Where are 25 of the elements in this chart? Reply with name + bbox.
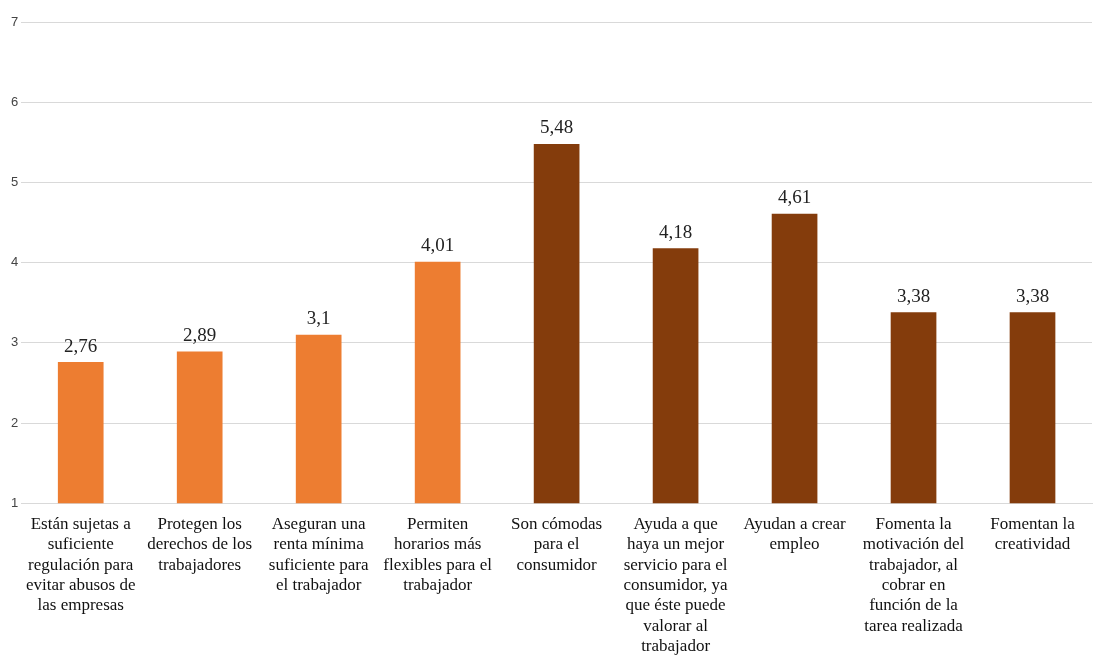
x-tick-label: Fomentan la creatividad <box>990 513 1076 554</box>
y-tick-label: 3 <box>11 334 19 350</box>
data-label: 4,18 <box>658 220 693 242</box>
x-tick-label: Aseguran una renta mínima suficiente para el trabajador <box>268 513 369 595</box>
data-label: 3,1 <box>306 307 331 329</box>
x-tick-label: Ayuda a que haya un mejor servicio para el consumidor, ya que éste puede valorar al trabajador <box>623 513 729 656</box>
y-tick-label: 6 <box>11 93 19 109</box>
x-tick-label: Están sujetas a suficiente regulación para evitar abusos de las empresas <box>25 513 136 615</box>
y-tick-label: 7 <box>11 13 19 29</box>
data-label: 2,76 <box>64 334 98 356</box>
x-tick-label: Fomenta la motivación del trabajador, al cobrar en función de la tarea realizada <box>862 513 965 635</box>
x-tick-label: Protegen los derechos de los trabajadores <box>147 513 253 574</box>
data-label: 3,38 <box>1015 284 1050 306</box>
data-label: 5,48 <box>539 116 574 138</box>
data-label: 4,01 <box>421 234 455 256</box>
y-tick-label: 1 <box>11 494 19 510</box>
y-tick-label: 4 <box>11 254 19 270</box>
y-tick-label: 2 <box>11 414 19 430</box>
x-tick-label: Son cómodas para el consumidor <box>511 513 603 574</box>
data-label: 3,38 <box>896 284 931 306</box>
y-tick-label: 5 <box>11 173 19 189</box>
x-tick-label: Ayudan a crear empleo <box>743 513 847 554</box>
data-label: 2,89 <box>183 324 217 346</box>
x-tick-label: Permiten horarios más flexibles para el trabajador <box>383 513 493 595</box>
data-label: 4,61 <box>777 186 812 208</box>
